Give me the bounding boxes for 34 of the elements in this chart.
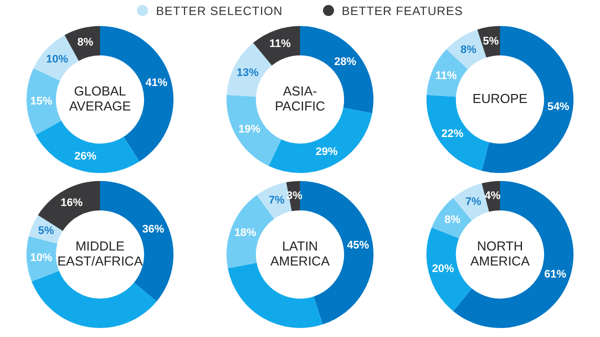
data-label: 8%	[460, 44, 477, 56]
data-label: 61%	[544, 268, 567, 280]
data-label: 29%	[316, 146, 338, 158]
text: MIDDLE EAST/AFRICA	[57, 238, 143, 269]
data-label: 8%	[444, 214, 461, 226]
data-label: 28%	[334, 56, 357, 68]
text: GLOBAL AVERAGE	[69, 84, 132, 114]
data-label: 54%	[547, 100, 570, 113]
data-label: 5%	[38, 225, 54, 238]
data-label: 36%	[142, 223, 164, 236]
text: EUROPE	[472, 91, 528, 106]
text: LATIN AMERICA	[270, 238, 330, 269]
data-label: 18%	[234, 226, 257, 239]
legend-label: BETTER SELECTION	[155, 4, 283, 18]
text: NORTH AMERICA	[470, 238, 530, 269]
data-label: 5%	[482, 35, 499, 48]
data-label: 10%	[46, 53, 68, 66]
data-label: 8%	[77, 36, 94, 49]
data-label: 26%	[74, 150, 97, 162]
text: ASIA-PACIFIC	[274, 84, 326, 114]
data-label: 10%	[30, 252, 53, 264]
data-label: 13%	[236, 66, 259, 79]
data-label: 15%	[30, 95, 52, 108]
data-label: 11%	[435, 70, 457, 82]
data-label: 11%	[269, 38, 291, 50]
data-label: 16%	[60, 197, 83, 210]
data-label: 7%	[268, 194, 285, 207]
data-label: 19%	[238, 123, 261, 136]
data-label: 45%	[347, 239, 370, 252]
data-label: 22%	[441, 128, 464, 140]
legend-label: BETTER FEATURES	[340, 4, 463, 18]
data-label: 41%	[145, 77, 168, 90]
data-label: 7%	[465, 196, 482, 208]
data-label: 20%	[432, 263, 454, 276]
